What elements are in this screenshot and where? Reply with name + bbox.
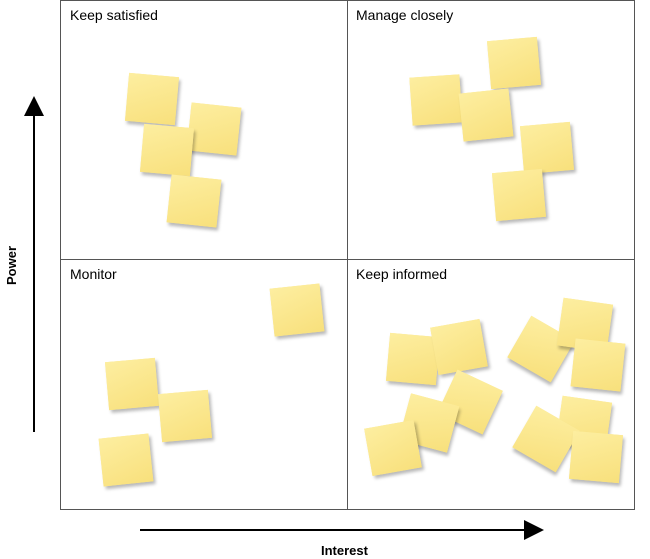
horizontal-divider	[61, 259, 634, 260]
sticky-note[interactable]	[569, 430, 623, 484]
vertical-divider	[347, 1, 348, 509]
sticky-note[interactable]	[409, 74, 463, 126]
sticky-note[interactable]	[430, 319, 488, 375]
sticky-note[interactable]	[364, 420, 422, 476]
sticky-note[interactable]	[570, 338, 626, 392]
sticky-note[interactable]	[186, 102, 242, 156]
power-interest-grid: Keep satisfied Manage closely Monitor Ke…	[60, 0, 635, 510]
sticky-note[interactable]	[166, 174, 222, 228]
sticky-note[interactable]	[105, 357, 159, 411]
sticky-note[interactable]	[269, 283, 325, 337]
quadrant-label-monitor: Monitor	[70, 266, 117, 282]
sticky-note[interactable]	[487, 36, 541, 90]
interest-axis-label: Interest	[321, 543, 368, 558]
quadrant-label-manage-closely: Manage closely	[356, 7, 454, 23]
sticky-note[interactable]	[520, 121, 574, 175]
sticky-note[interactable]	[98, 433, 154, 487]
sticky-note[interactable]	[492, 168, 546, 222]
power-axis-label: Power	[4, 245, 20, 286]
sticky-note[interactable]	[125, 72, 179, 126]
sticky-note[interactable]	[158, 389, 212, 443]
quadrant-label-keep-informed: Keep informed	[356, 266, 448, 282]
sticky-note[interactable]	[140, 123, 194, 177]
quadrant-label-keep-satisfied: Keep satisfied	[70, 7, 158, 23]
sticky-note[interactable]	[458, 88, 514, 142]
